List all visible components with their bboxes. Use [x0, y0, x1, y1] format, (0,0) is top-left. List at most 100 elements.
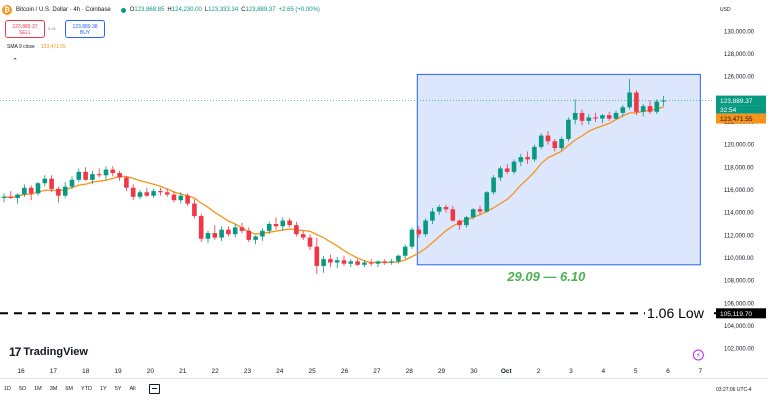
candle-body[interactable]	[76, 171, 82, 180]
candle-body[interactable]	[90, 174, 95, 180]
candle-body[interactable]	[35, 183, 41, 194]
candle-body[interactable]	[307, 237, 313, 247]
candle-body[interactable]	[273, 224, 279, 227]
candle-body[interactable]	[552, 141, 558, 149]
candle-body[interactable]	[606, 115, 612, 119]
candle-body[interactable]	[355, 261, 360, 265]
candle-body[interactable]	[144, 192, 150, 196]
timeframe-ytd[interactable]: YTD	[80, 386, 92, 392]
candle-body[interactable]	[620, 107, 626, 113]
last-price-badge[interactable]	[716, 95, 766, 106]
candle-body[interactable]	[42, 178, 48, 184]
candle-body[interactable]	[124, 177, 129, 188]
candle-body[interactable]	[28, 187, 34, 194]
collapse-legend-button[interactable]: ⌃	[10, 57, 20, 67]
candle-body[interactable]	[15, 194, 20, 198]
candle-body[interactable]	[464, 217, 469, 226]
candle-body[interactable]	[436, 207, 442, 212]
candle-body[interactable]	[477, 209, 483, 212]
candle-body[interactable]	[69, 179, 75, 187]
candle-body[interactable]	[192, 203, 197, 217]
sell-button[interactable]: 123,889.37 SELL	[5, 20, 45, 38]
candle-body[interactable]	[511, 161, 517, 172]
candle-body[interactable]	[368, 262, 374, 264]
candle-body[interactable]	[647, 106, 653, 112]
candle-body[interactable]	[430, 211, 435, 221]
timezone-clock[interactable]: 03:27:06 UTC-4	[716, 387, 752, 393]
candle-body[interactable]	[164, 192, 170, 195]
candle-body[interactable]	[634, 92, 639, 112]
candle-body[interactable]	[498, 168, 503, 178]
candle-body[interactable]	[484, 192, 490, 212]
candle-body[interactable]	[56, 188, 61, 196]
candle-body[interactable]	[239, 227, 245, 231]
candle-body[interactable]	[328, 259, 333, 263]
candle-body[interactable]	[572, 112, 578, 120]
candle-body[interactable]	[654, 101, 660, 112]
candle-body[interactable]	[83, 171, 88, 180]
candle-body[interactable]	[538, 135, 544, 147]
candle-body[interactable]	[294, 225, 299, 235]
candle-body[interactable]	[504, 168, 510, 172]
candle-body[interactable]	[396, 255, 401, 262]
symbol-title[interactable]: Bitcoin / U.S. Dollar · 4h · Coinbase	[16, 7, 111, 13]
candle-body[interactable]	[389, 261, 394, 263]
candle-body[interactable]	[287, 220, 292, 226]
timeframe-1y[interactable]: 1Y	[99, 386, 107, 392]
candle-body[interactable]	[137, 192, 143, 197]
candle-body[interactable]	[640, 106, 646, 112]
candle-body[interactable]	[566, 119, 571, 139]
candle-body[interactable]	[416, 229, 422, 235]
timeframe-all[interactable]: All	[129, 386, 136, 392]
candle-body[interactable]	[226, 229, 231, 235]
candle-body[interactable]	[443, 207, 449, 210]
candle-body[interactable]	[579, 112, 585, 121]
candle-body[interactable]	[321, 259, 326, 266]
candle-body[interactable]	[491, 177, 496, 193]
timeframe-1d[interactable]: 1D	[4, 386, 12, 392]
candle-body[interactable]	[348, 261, 354, 264]
tradingview-logo[interactable]: 17 TradingView	[9, 345, 88, 359]
date-range-icon[interactable]	[148, 384, 160, 394]
candle-body[interactable]	[8, 196, 14, 198]
candle-body[interactable]	[1, 196, 7, 198]
timeframe-3m[interactable]: 3M	[49, 386, 58, 392]
candle-body[interactable]	[300, 234, 306, 238]
candle-body[interactable]	[450, 209, 456, 221]
candle-body[interactable]	[151, 191, 156, 196]
candle-body[interactable]	[232, 227, 238, 235]
candle-body[interactable]	[117, 173, 122, 178]
candle-body[interactable]	[600, 115, 605, 119]
candle-body[interactable]	[314, 246, 320, 266]
candle-body[interactable]	[171, 194, 177, 201]
candle-body[interactable]	[593, 117, 598, 119]
timeframe-6m[interactable]: 6M	[65, 386, 73, 392]
candle-body[interactable]	[62, 186, 68, 196]
candle-body[interactable]	[198, 216, 204, 239]
date-range-box[interactable]	[416, 73, 701, 266]
timeframe-1m[interactable]: 1M	[34, 386, 42, 392]
candle-body[interactable]	[423, 220, 428, 235]
candle-body[interactable]	[260, 230, 265, 237]
candle-body[interactable]	[525, 157, 530, 160]
timeframe-5y[interactable]: 5Y	[114, 386, 122, 392]
candle-body[interactable]	[22, 187, 27, 195]
candle-body[interactable]	[280, 220, 286, 227]
candle-body[interactable]	[661, 100, 666, 102]
candle-body[interactable]	[362, 262, 367, 265]
currency-selector[interactable]: USD	[720, 7, 731, 13]
candle-body[interactable]	[110, 169, 116, 173]
candle-body[interactable]	[382, 261, 388, 263]
candle-body[interactable]	[545, 135, 551, 142]
indicator-legend[interactable]: SMA 9 close 123,471.55	[7, 44, 66, 50]
candle-body[interactable]	[178, 195, 184, 201]
candle-body[interactable]	[559, 139, 564, 149]
candle-body[interactable]	[341, 260, 347, 264]
candle-body[interactable]	[375, 261, 381, 264]
candle-body[interactable]	[627, 92, 632, 108]
candle-body[interactable]	[158, 191, 163, 193]
candle-body[interactable]	[130, 187, 136, 197]
candle-body[interactable]	[409, 229, 415, 247]
